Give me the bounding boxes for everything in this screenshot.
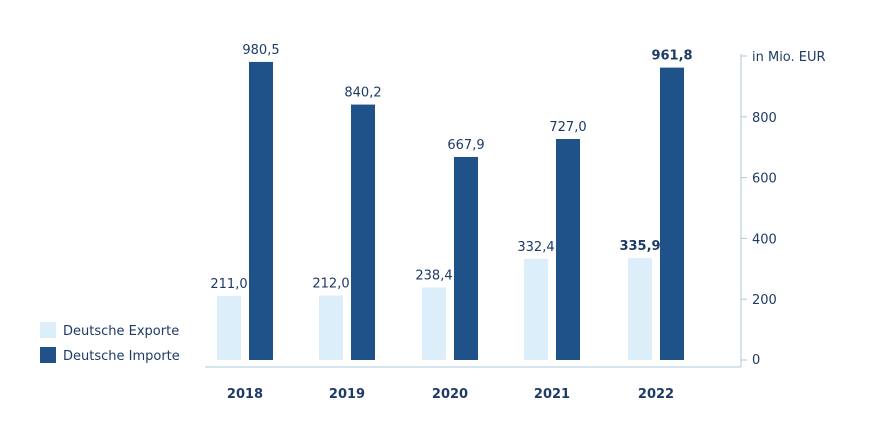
bars [217,61,684,361]
x-tick-label-2020: 2020 [432,387,468,402]
bar-exports-2018 [217,295,241,360]
y-axis: in Mio. EUR 0 200 400 600 800 [205,50,826,368]
value-label-imports-2020: 667,9 [447,138,484,153]
bar-imports-2018 [249,61,273,360]
bar-exports-2020 [422,287,446,360]
x-tick-label-2021: 2021 [534,387,570,402]
legend: Deutsche Exporte Deutsche Importe [40,322,180,364]
legend-swatch-imports [40,347,56,363]
y-tick-label: 200 [752,293,777,308]
x-tick-label-2022: 2022 [638,387,674,402]
value-label-imports-2022: 961,8 [651,49,692,64]
y-tick-label: 0 [752,353,760,368]
bar-exports-2019 [319,295,343,360]
y-axis-unit-label: in Mio. EUR [752,50,826,65]
bar-exports-2021 [524,258,548,360]
bar-imports-2022 [660,67,684,361]
legend-label-imports: Deutsche Importe [63,349,180,364]
value-label-imports-2018: 980,5 [242,43,279,58]
y-tick-label: 400 [752,232,777,247]
x-axis-labels: 2018 2019 2020 2021 2022 [227,387,674,402]
data-labels: 211,0 980,5 212,0 840,2 238,4 667,9 332,4 727,0… [210,43,692,292]
value-label-exports-2022: 335,9 [619,239,660,254]
legend-swatch-exports [40,322,56,338]
x-tick-label-2019: 2019 [329,387,365,402]
value-label-exports-2020: 238,4 [415,269,452,284]
x-tick-label-2018: 2018 [227,387,263,402]
value-label-exports-2019: 212,0 [312,277,349,292]
bar-imports-2020 [454,156,478,360]
value-label-exports-2021: 332,4 [517,240,554,255]
legend-label-exports: Deutsche Exporte [63,324,179,339]
bar-imports-2019 [351,104,375,361]
y-tick-label: 800 [752,111,777,126]
value-label-imports-2021: 727,0 [549,120,586,135]
y-tick-label: 600 [752,172,777,187]
bar-exports-2022 [628,257,652,360]
value-label-imports-2019: 840,2 [344,86,381,101]
bar-imports-2021 [556,138,580,360]
value-label-exports-2018: 211,0 [210,277,247,292]
